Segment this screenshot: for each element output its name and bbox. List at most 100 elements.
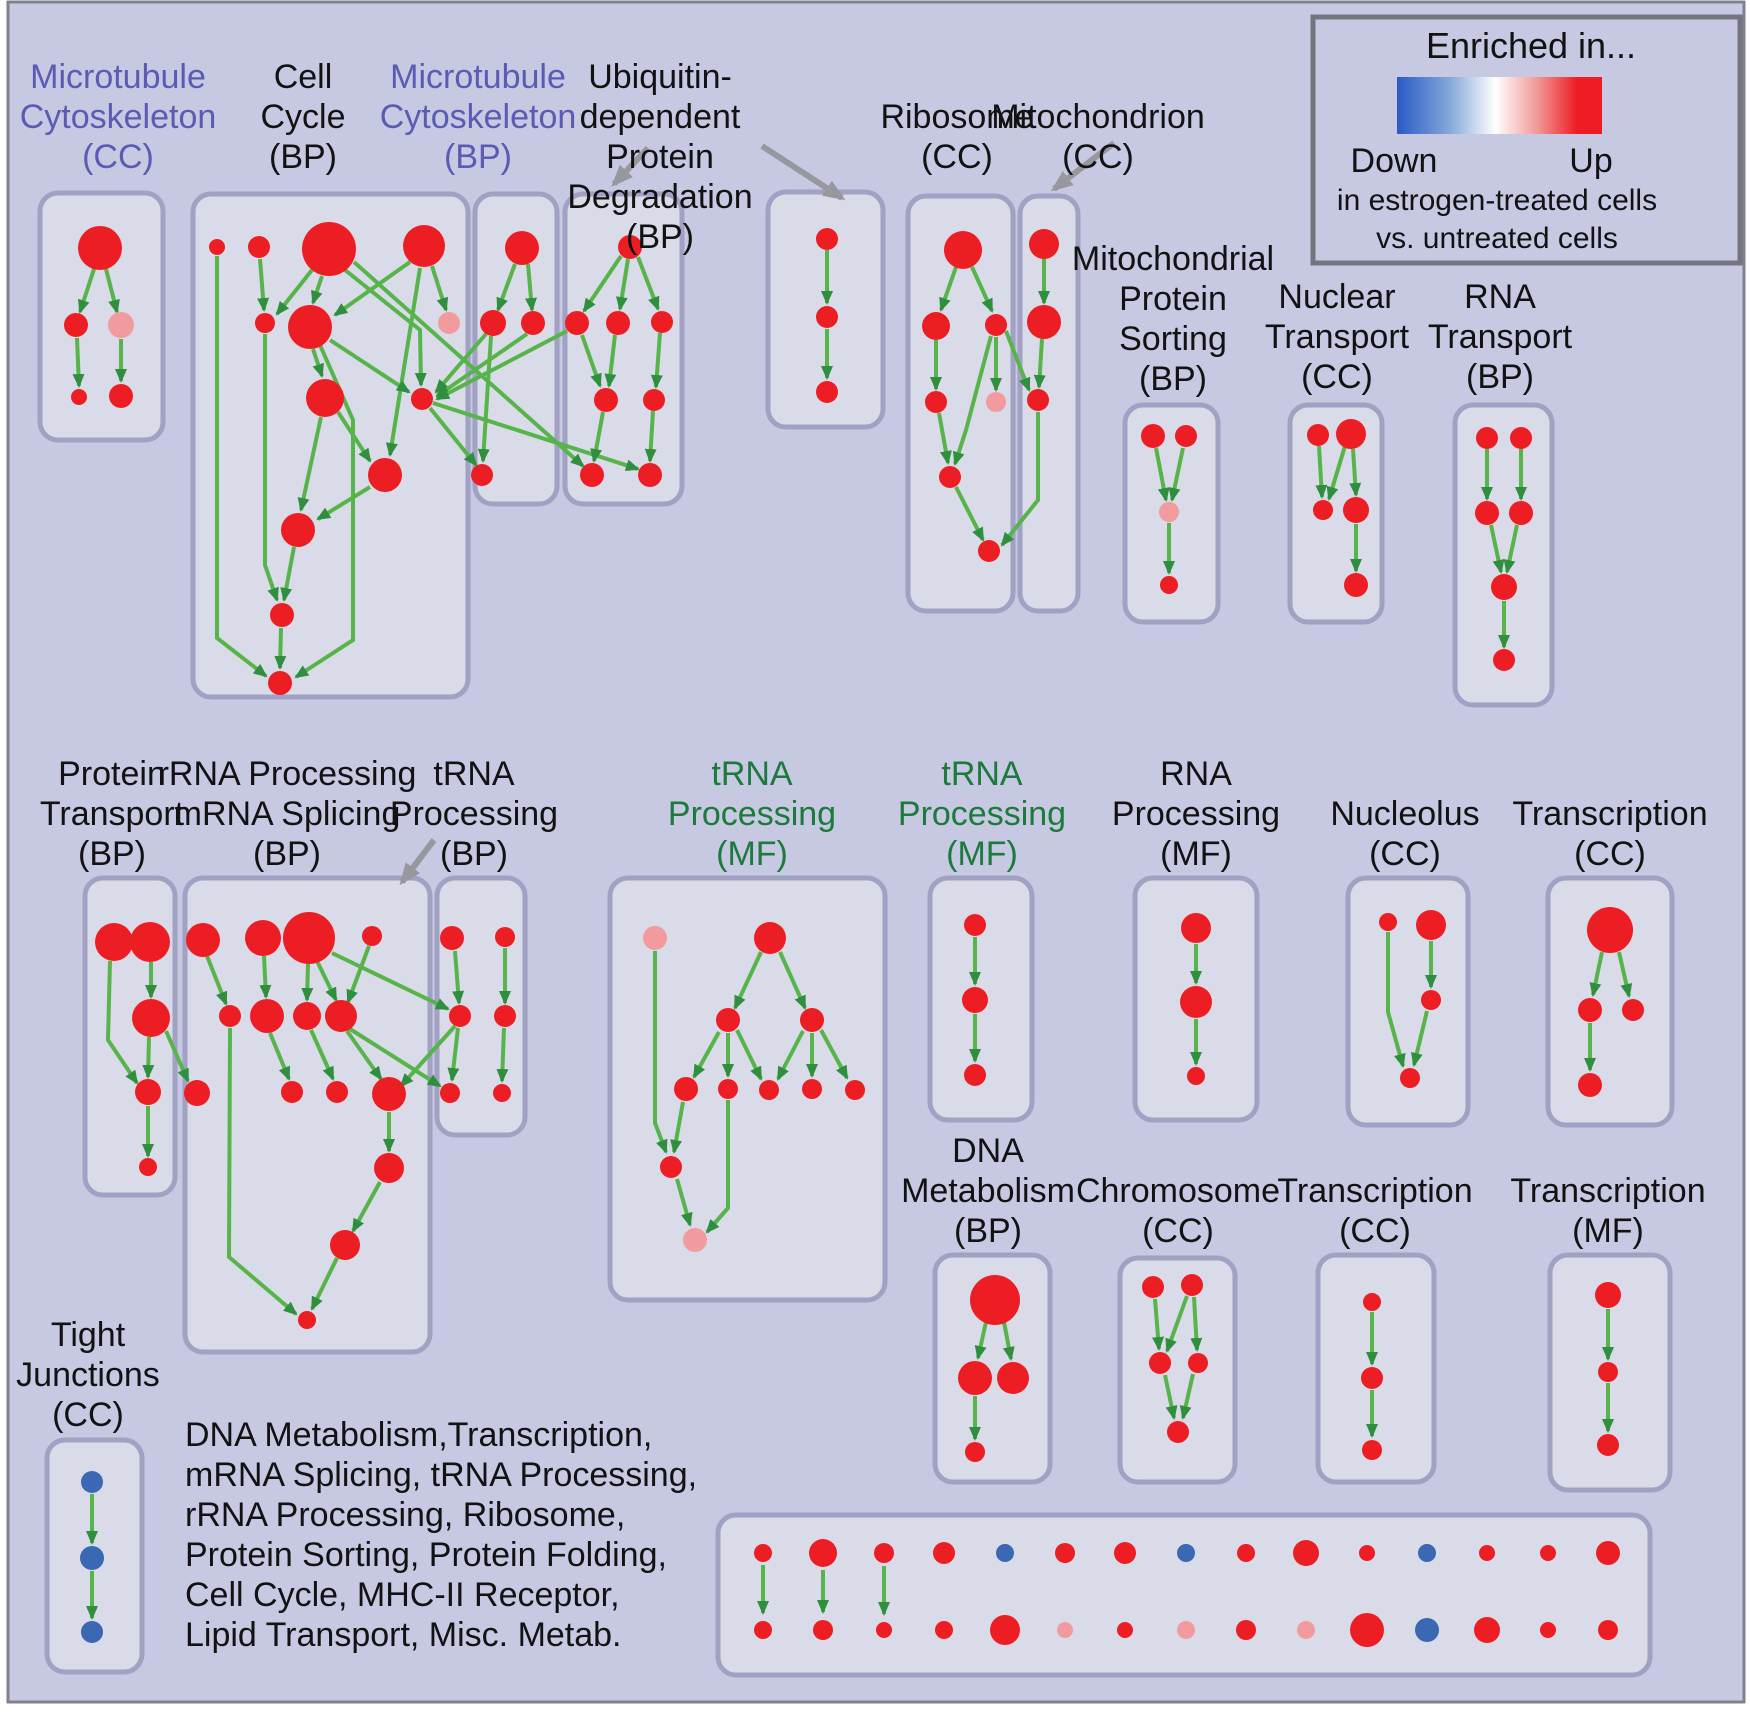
go-term-node [1313,500,1333,520]
go-term-node [986,392,1006,412]
relation-edge [1165,1295,1189,1353]
go-term-node [1159,502,1179,522]
group-label-line: Cycle [260,98,345,136]
relation-edge [346,945,371,1004]
go-term-node [283,912,335,964]
group-label-line: Nucleolus [1330,795,1479,833]
go-term-node [362,926,382,946]
go-term-node [1476,427,1498,449]
relation-edge [1617,951,1633,998]
go-term-node [521,311,545,335]
go-term-node [970,1275,1020,1325]
group-label-line: Protein [58,755,166,793]
group-label-line: dependent [580,98,741,136]
group-box [1452,402,1555,708]
go-term-node [302,222,356,276]
group-label-line: tRNA [711,755,793,793]
go-term-node [505,231,539,265]
misc-cluster-text-line: Lipid Transport, Misc. Metab. [185,1616,622,1654]
relation-edge [1154,447,1170,502]
label-pointer-arrow [1050,140,1116,192]
go-term-node [288,305,332,349]
group-box [1345,875,1471,1128]
go-term-node [643,389,665,411]
go-term-node [964,914,986,936]
go-term-node [1027,305,1061,339]
go-term-node [809,1539,837,1567]
group-label-line: (CC) [1062,138,1134,176]
group-label-line: Cell [274,58,333,96]
relation-edge [333,260,412,317]
go-term-node [81,1621,103,1643]
group-label-line: Protein [606,138,714,176]
go-term-node [95,923,133,961]
relation-edge [615,258,630,311]
go-term-node [1578,1073,1602,1097]
relation-edge [1190,1296,1203,1352]
go-term-node [493,1084,511,1102]
group-label-line: Processing [668,795,836,833]
relation-edge [142,1036,155,1079]
group-label-line: Transport [1428,318,1573,356]
relation-edge [447,1027,460,1082]
go-term-node [964,1064,986,1086]
relation-edge [385,267,422,457]
relation-edge [496,263,517,312]
relation-edge [301,963,314,1002]
go-term-node [925,391,947,413]
relation-edge [735,1029,763,1081]
group-label-line: Ribosome [880,98,1033,136]
legend-title: Enriched in... [1426,25,1636,66]
go-term-node [1400,1068,1420,1088]
go-term-node [606,311,630,335]
go-term-node [139,1158,157,1176]
nodes-layer [64,222,1644,1647]
group-label-line: Degradation [567,178,752,216]
group-label-line: tRNA [941,755,1023,793]
go-term-node [1379,913,1397,931]
group-label-line: (MF) [946,835,1018,873]
go-term-node [651,311,673,333]
go-term-node [674,1077,698,1101]
group-label-line: Tight [51,1316,126,1354]
group-label-line: (CC) [1339,1212,1411,1250]
go-term-node [495,927,515,947]
go-term-node [1363,1293,1381,1311]
group-label-line: Cytoskeleton [20,98,217,136]
group-box [1545,875,1675,1128]
relation-edge [316,485,372,521]
go-term-node [716,1008,740,1032]
misc-cluster-text-line: DNA Metabolism,Transcription, [185,1416,652,1454]
relation-edge [205,955,228,1006]
relation-edge [733,951,763,1010]
go-term-node [1293,1540,1319,1566]
relation-edge [675,1178,693,1227]
go-term-node [1114,1542,1136,1564]
group-label-line: Transcription [1510,1172,1705,1210]
go-term-node [660,1156,682,1178]
legend-down-label: Down [1351,142,1438,180]
go-term-node [480,310,506,336]
group-label-line: (MF) [1160,835,1232,873]
relation-edge [215,256,268,678]
relation-edge [268,1032,291,1081]
go-term-node [1343,497,1369,523]
go-term-node [186,923,220,957]
relation-edge [452,950,465,1005]
go-term-node [1142,1276,1164,1298]
go-term-node [1475,501,1499,525]
go-term-node [939,466,961,488]
relation-edge [970,266,994,313]
go-term-node [1361,1367,1383,1389]
relation-edge [435,332,529,398]
legend-frame [1310,14,1743,266]
group-label-line: (CC) [921,138,993,176]
relation-edge [1589,951,1604,997]
go-term-node [1055,1543,1075,1563]
relation-edge [164,1030,190,1083]
relation-edge [428,406,478,467]
group-label-line: Metabolism [901,1172,1075,1210]
go-term-node [958,1361,992,1395]
go-term-node [816,381,838,403]
